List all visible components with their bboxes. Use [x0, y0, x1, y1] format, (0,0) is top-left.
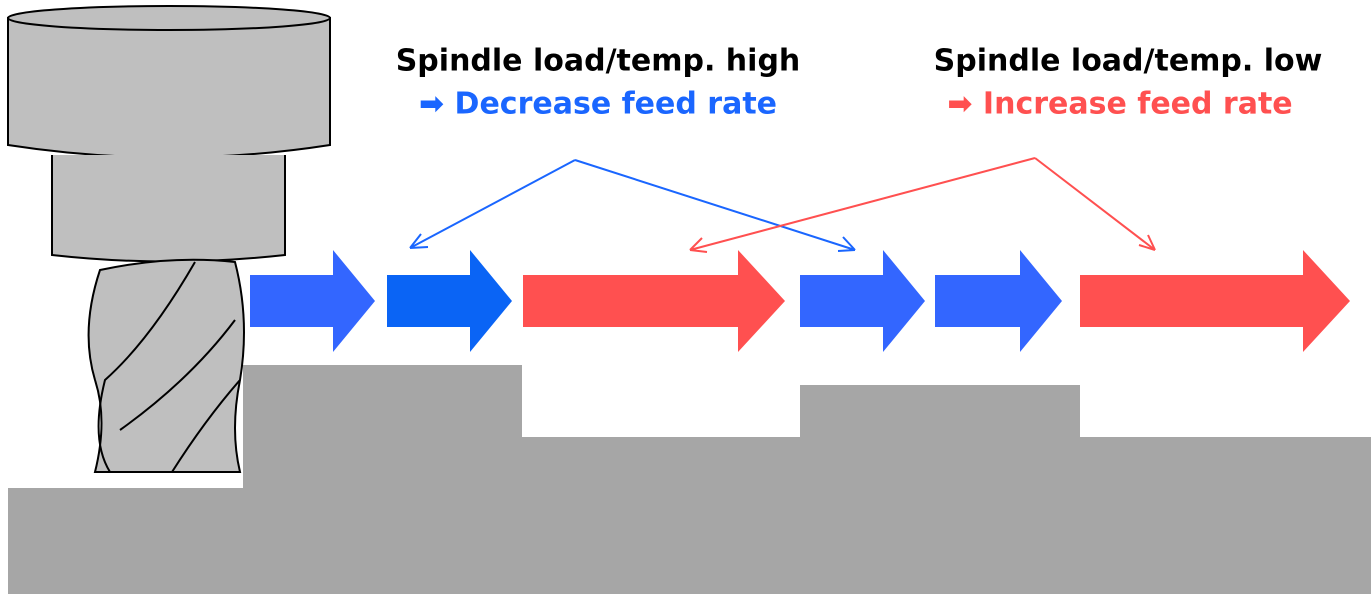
- label-title: Spindle load/temp. high: [396, 44, 801, 79]
- label-action: ➡ Decrease feed rate: [419, 87, 777, 122]
- feed-arrows: [250, 250, 1350, 352]
- pointers: [409, 157, 1156, 253]
- tool: [7, 5, 331, 473]
- label-title: Spindle load/temp. low: [934, 44, 1323, 79]
- workpiece: [8, 365, 1371, 594]
- label-action: ➡ Increase feed rate: [947, 87, 1292, 122]
